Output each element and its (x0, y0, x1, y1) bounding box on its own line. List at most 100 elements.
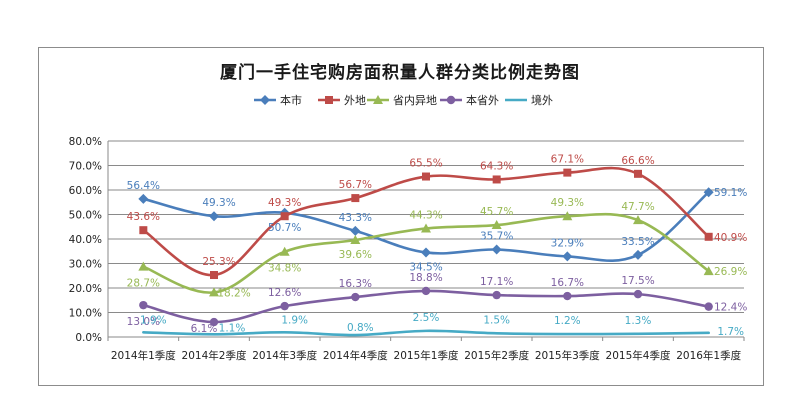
data-label: 16.7% (551, 277, 584, 289)
series-marker (633, 289, 643, 299)
legend-entry: 境外 (531, 93, 553, 107)
y-tick-label: 60.0% (69, 185, 102, 197)
series-marker (138, 261, 149, 271)
series-marker (492, 175, 501, 184)
x-tick-label: 2014年2季度 (182, 349, 247, 362)
x-tick-label: 2015年4季度 (606, 349, 671, 362)
legend-marker (325, 96, 333, 104)
axes: 0.0% 10.0% 20.0% 30.0% 40.0% 50.0% 60.0% 70.0% 8… (69, 136, 745, 362)
legend-marker (446, 95, 456, 105)
series-marker (704, 302, 713, 311)
data-label: 65.5% (409, 158, 442, 170)
series-marker (563, 291, 572, 301)
data-label: 1.5% (483, 314, 510, 326)
data-label: 25.3% (202, 256, 235, 268)
y-tick-label: 70.0% (69, 161, 102, 173)
legend-entry: 外地 (344, 94, 366, 107)
legend-marker (260, 95, 270, 105)
series-marker (633, 249, 643, 260)
series-marker (562, 251, 573, 262)
legend-entry: 本省外 (466, 93, 499, 107)
series-marker (139, 226, 148, 235)
series-marker (209, 317, 219, 327)
series-marker (491, 220, 502, 230)
series-marker (492, 290, 501, 300)
series-marker (703, 266, 714, 276)
series-marker (421, 286, 431, 296)
data-label: 6.1% (191, 323, 218, 335)
series-marker (563, 168, 572, 177)
data-label: 17.1% (480, 276, 513, 288)
x-tick-label: 2015年1季度 (394, 349, 459, 362)
series-marker (209, 211, 219, 222)
x-tick-label: 2016年1季度 (676, 349, 741, 362)
data-label: 17.5% (621, 275, 654, 287)
series-marker (421, 223, 431, 233)
y-tick-label: 30.0% (69, 259, 102, 271)
chart-title: 厦门一手住宅购房面积量人群分类比例走势图 (220, 63, 580, 83)
data-label: 43.3% (339, 212, 372, 224)
chart-frame (38, 47, 764, 386)
data-label: 1.7% (717, 326, 744, 338)
data-label: 16.3% (339, 278, 372, 290)
series-marker (139, 300, 148, 310)
x-tick-label: 2015年2季度 (464, 349, 529, 362)
series-marker (562, 211, 573, 221)
data-label: 66.6% (621, 155, 654, 167)
data-label: 33.5% (621, 236, 654, 248)
data-label: 12.4% (714, 302, 747, 314)
data-label: 44.3% (409, 209, 442, 221)
series-marker (634, 169, 642, 178)
x-tick-label: 2014年1季度 (111, 349, 176, 362)
data-label: 34.8% (268, 263, 301, 275)
data-label: 47.7% (621, 201, 654, 213)
data-label: 59.1% (714, 187, 747, 199)
series-marker (280, 301, 289, 311)
data-label: 1.9% (140, 314, 167, 326)
series-marker (351, 194, 360, 203)
data-label: 18.2% (217, 287, 250, 299)
x-tick-label: 2015年3季度 (535, 349, 600, 362)
data-label: 1.3% (625, 315, 652, 327)
y-tick-label: 80.0% (69, 136, 102, 148)
series-marker (633, 215, 643, 225)
data-label: 56.4% (127, 180, 160, 192)
series-lines (138, 166, 714, 337)
data-label: 1.2% (554, 315, 581, 327)
data-label: 49.3% (551, 197, 584, 209)
legend-entry: 本市 (280, 93, 302, 107)
x-tick-label: 2014年4季度 (323, 349, 388, 362)
y-tick-label: 10.0% (69, 308, 102, 320)
data-label: 13.0% (127, 316, 160, 328)
data-label: 34.5% (409, 261, 442, 273)
series-marker (138, 193, 149, 204)
data-label: 43.6% (127, 211, 160, 223)
data-label: 18.8% (409, 272, 442, 284)
series-line-5 (142, 329, 710, 337)
series-marker (351, 292, 360, 302)
series-marker (350, 234, 361, 244)
series-marker (350, 225, 361, 236)
series-marker (209, 287, 219, 297)
data-label: 0.8% (347, 322, 374, 334)
data-label: 1.1% (219, 322, 246, 334)
data-label: 1.9% (281, 314, 308, 326)
data-label: 64.3% (480, 160, 513, 172)
data-label: 50.7% (268, 222, 301, 234)
series-marker (703, 187, 714, 198)
data-label: 49.3% (268, 197, 301, 209)
data-label: 35.7% (480, 231, 513, 243)
series-marker (704, 232, 713, 241)
y-tick-label: 0.0% (75, 332, 102, 344)
series-marker (491, 244, 502, 255)
series-marker (421, 247, 431, 258)
data-label: 49.3% (202, 197, 235, 209)
data-label: 45.7% (480, 206, 513, 218)
data-label: 12.6% (268, 287, 301, 299)
data-label: 56.7% (339, 179, 372, 191)
y-tick-label: 20.0% (69, 283, 102, 295)
series-marker (210, 271, 218, 280)
y-tick-label: 40.0% (69, 234, 102, 246)
data-label: 32.9% (551, 237, 584, 249)
